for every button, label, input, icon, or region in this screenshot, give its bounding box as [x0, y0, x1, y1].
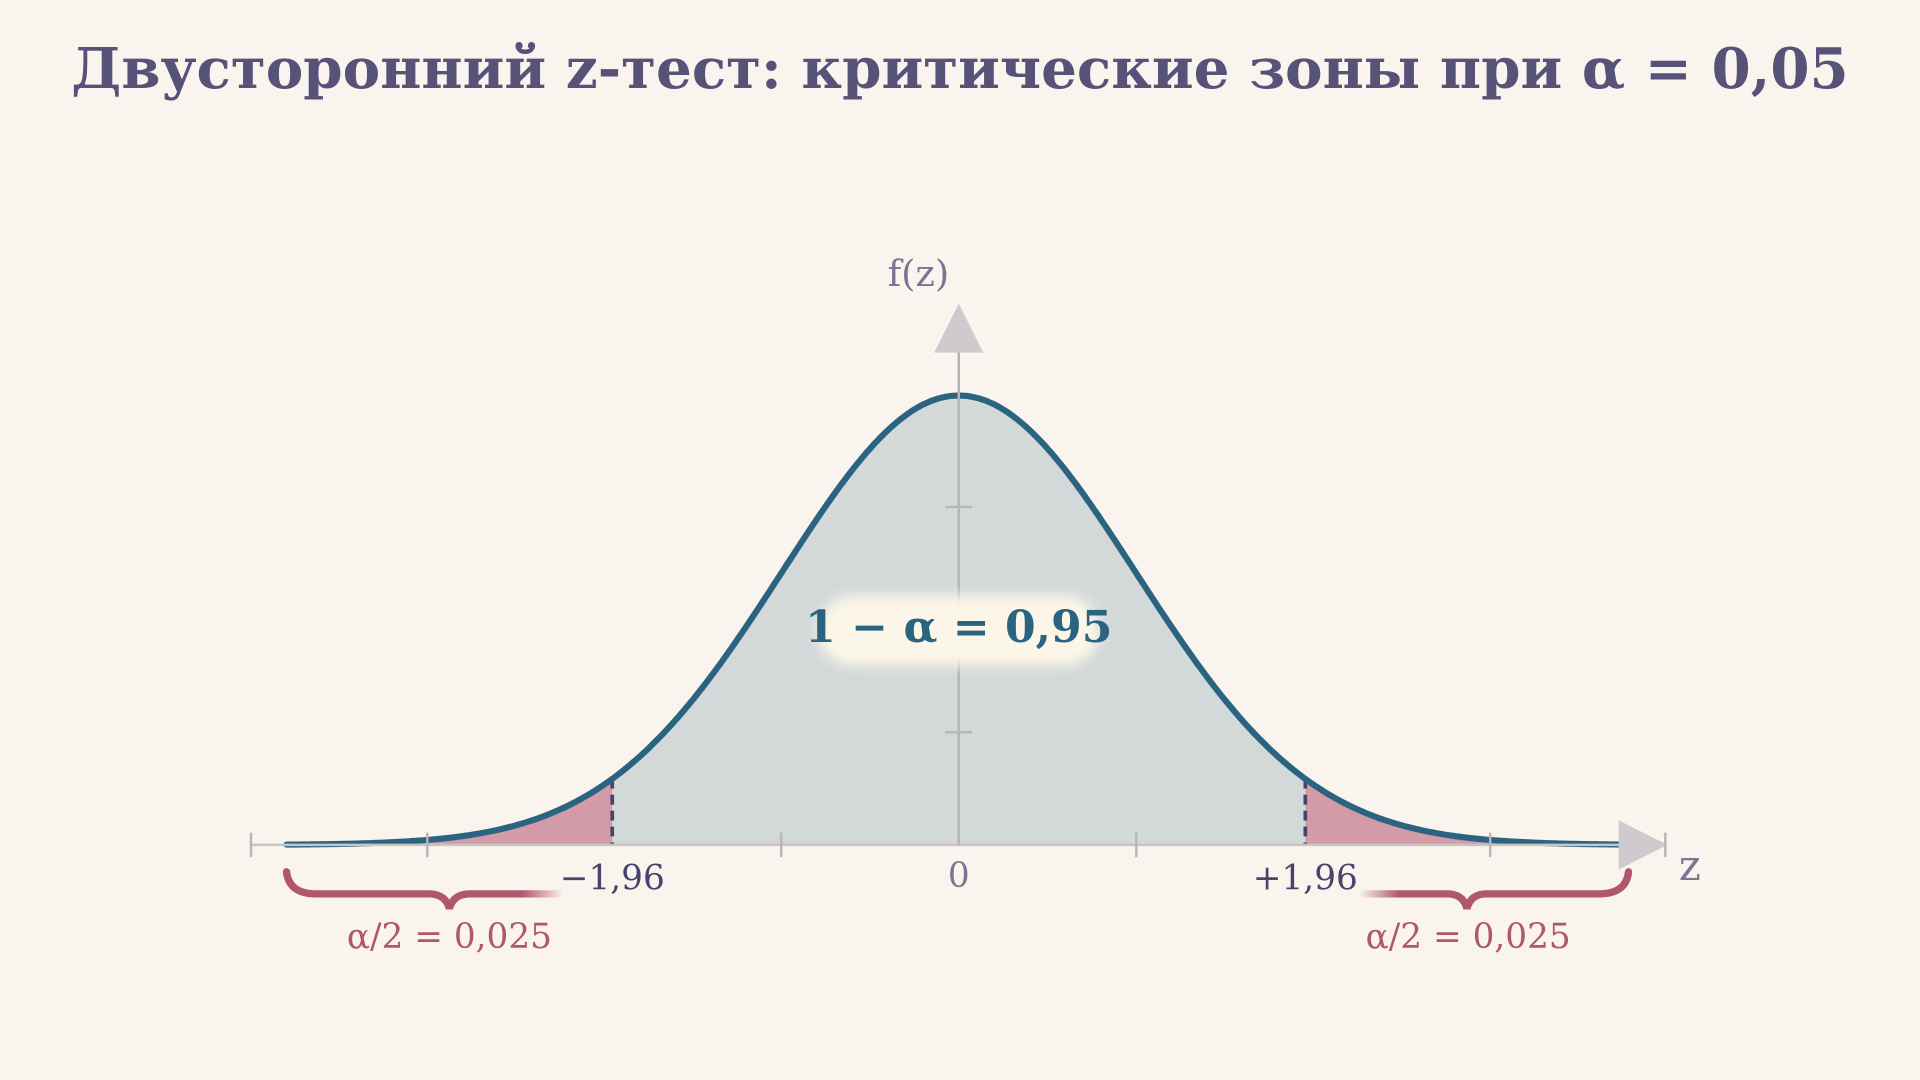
tick-label: 0: [948, 856, 970, 896]
critical-region: [1305, 778, 1629, 845]
y-axis-label: f(z): [888, 252, 950, 295]
tick-label: +1,96: [1253, 858, 1358, 898]
center-label: 1 − α = 0,95: [805, 602, 1112, 653]
tick-marks: [249, 505, 1667, 858]
y-arrow: [934, 303, 984, 353]
title: Двусторонний z-тест: критические зоны пр…: [71, 36, 1848, 102]
tail-label: α/2 = 0,025: [1366, 917, 1571, 957]
x-axis-label: z: [1679, 841, 1701, 890]
tail-label: α/2 = 0,025: [347, 917, 552, 957]
x-arrow: [1618, 820, 1668, 870]
label-background: [817, 595, 1100, 667]
brace: [282, 868, 567, 910]
critical-region: [286, 778, 613, 845]
brace: [1355, 868, 1633, 910]
tick-label: −1,96: [560, 858, 665, 898]
